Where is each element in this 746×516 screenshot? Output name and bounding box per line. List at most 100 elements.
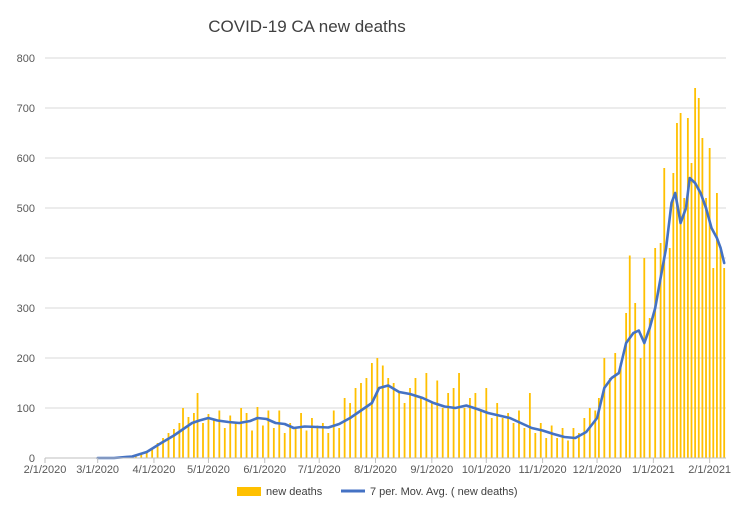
bar	[223, 428, 226, 458]
bar	[430, 403, 433, 458]
bar-series-new-deaths	[102, 88, 726, 458]
bar	[705, 198, 707, 458]
bar	[518, 410, 520, 458]
bar	[561, 428, 564, 458]
bar	[256, 407, 259, 458]
bar	[234, 423, 237, 458]
y-tick-label: 700	[17, 103, 35, 115]
bar	[686, 118, 689, 458]
bar	[156, 443, 159, 458]
bar	[207, 414, 210, 458]
bar	[701, 138, 704, 458]
bar	[376, 358, 379, 458]
bar	[597, 398, 600, 458]
bar	[628, 255, 631, 458]
x-tick-label: 4/1/2020	[133, 464, 176, 476]
x-axis-ticks: 2/1/2020 3/1/2020 4/1/2020 5/1/2020 6/1/2020…	[24, 458, 731, 476]
bar	[392, 383, 395, 458]
bar	[567, 440, 569, 458]
bar	[167, 433, 170, 458]
bar	[619, 363, 622, 458]
bar	[469, 398, 471, 458]
bar	[283, 433, 286, 458]
bar	[360, 383, 362, 458]
y-tick-label: 600	[17, 153, 35, 165]
bar	[654, 248, 657, 458]
bar	[458, 373, 460, 458]
bar	[218, 410, 221, 458]
bar	[608, 378, 611, 458]
bar	[398, 393, 401, 458]
bar	[672, 173, 675, 458]
bar	[716, 193, 718, 458]
bar	[414, 378, 417, 458]
y-tick-label: 200	[17, 353, 35, 365]
bar	[512, 423, 515, 458]
bar	[634, 303, 637, 458]
bar	[245, 413, 248, 458]
bar	[202, 423, 204, 458]
gridlines	[45, 57, 726, 409]
x-tick-label: 2/1/2021	[688, 464, 731, 476]
bar	[229, 415, 232, 458]
bar	[193, 413, 195, 458]
bar	[196, 393, 199, 458]
bar	[327, 433, 330, 458]
y-tick-label: 100	[17, 403, 35, 415]
bar	[578, 433, 580, 458]
bar	[603, 358, 606, 458]
bar	[289, 423, 292, 458]
bar	[272, 428, 275, 458]
bar	[668, 248, 671, 458]
bar	[501, 418, 504, 458]
bar	[694, 88, 697, 458]
bar	[212, 420, 215, 458]
x-tick-label: 10/1/2020	[462, 464, 511, 476]
bar	[625, 313, 628, 458]
bar	[151, 448, 154, 458]
x-tick-label: 12/1/2020	[573, 464, 622, 476]
y-tick-label: 0	[29, 453, 35, 465]
x-tick-label: 8/1/2020	[354, 464, 397, 476]
bar	[719, 248, 722, 458]
bar	[311, 418, 313, 458]
bar	[162, 438, 164, 458]
bar	[173, 429, 175, 458]
y-tick-label: 800	[17, 53, 35, 65]
bar	[365, 378, 368, 458]
bar	[723, 268, 726, 458]
bar	[145, 451, 148, 458]
bar	[676, 123, 678, 458]
legend-label-moving-average: 7 per. Mov. Avg. ( new deaths)	[370, 486, 518, 498]
bar	[447, 393, 450, 458]
y-tick-label: 500	[17, 203, 35, 215]
bar	[294, 428, 297, 458]
bar	[474, 393, 477, 458]
x-tick-label: 5/1/2020	[187, 464, 230, 476]
legend: new deaths 7 per. Mov. Avg. ( new deaths…	[237, 486, 518, 498]
bar	[614, 353, 617, 458]
bar	[354, 388, 357, 458]
bar	[321, 423, 324, 458]
bar	[387, 378, 390, 458]
bar	[251, 430, 253, 458]
bar	[643, 258, 646, 458]
x-tick-label: 6/1/2020	[243, 464, 286, 476]
bar	[409, 388, 411, 458]
bar	[534, 433, 537, 458]
bar	[550, 425, 553, 458]
bar	[679, 113, 682, 458]
bar	[267, 410, 270, 458]
bar	[556, 438, 559, 458]
bar	[338, 428, 341, 458]
bar	[278, 410, 281, 458]
bar	[588, 408, 591, 458]
bar	[690, 163, 693, 458]
line-series-moving-average	[96, 176, 726, 460]
x-tick-label: 1/1/2021	[632, 464, 675, 476]
moving-average-line	[96, 176, 726, 460]
y-tick-label: 300	[17, 303, 35, 315]
bar	[300, 413, 302, 458]
x-tick-label: 9/1/2020	[410, 464, 453, 476]
